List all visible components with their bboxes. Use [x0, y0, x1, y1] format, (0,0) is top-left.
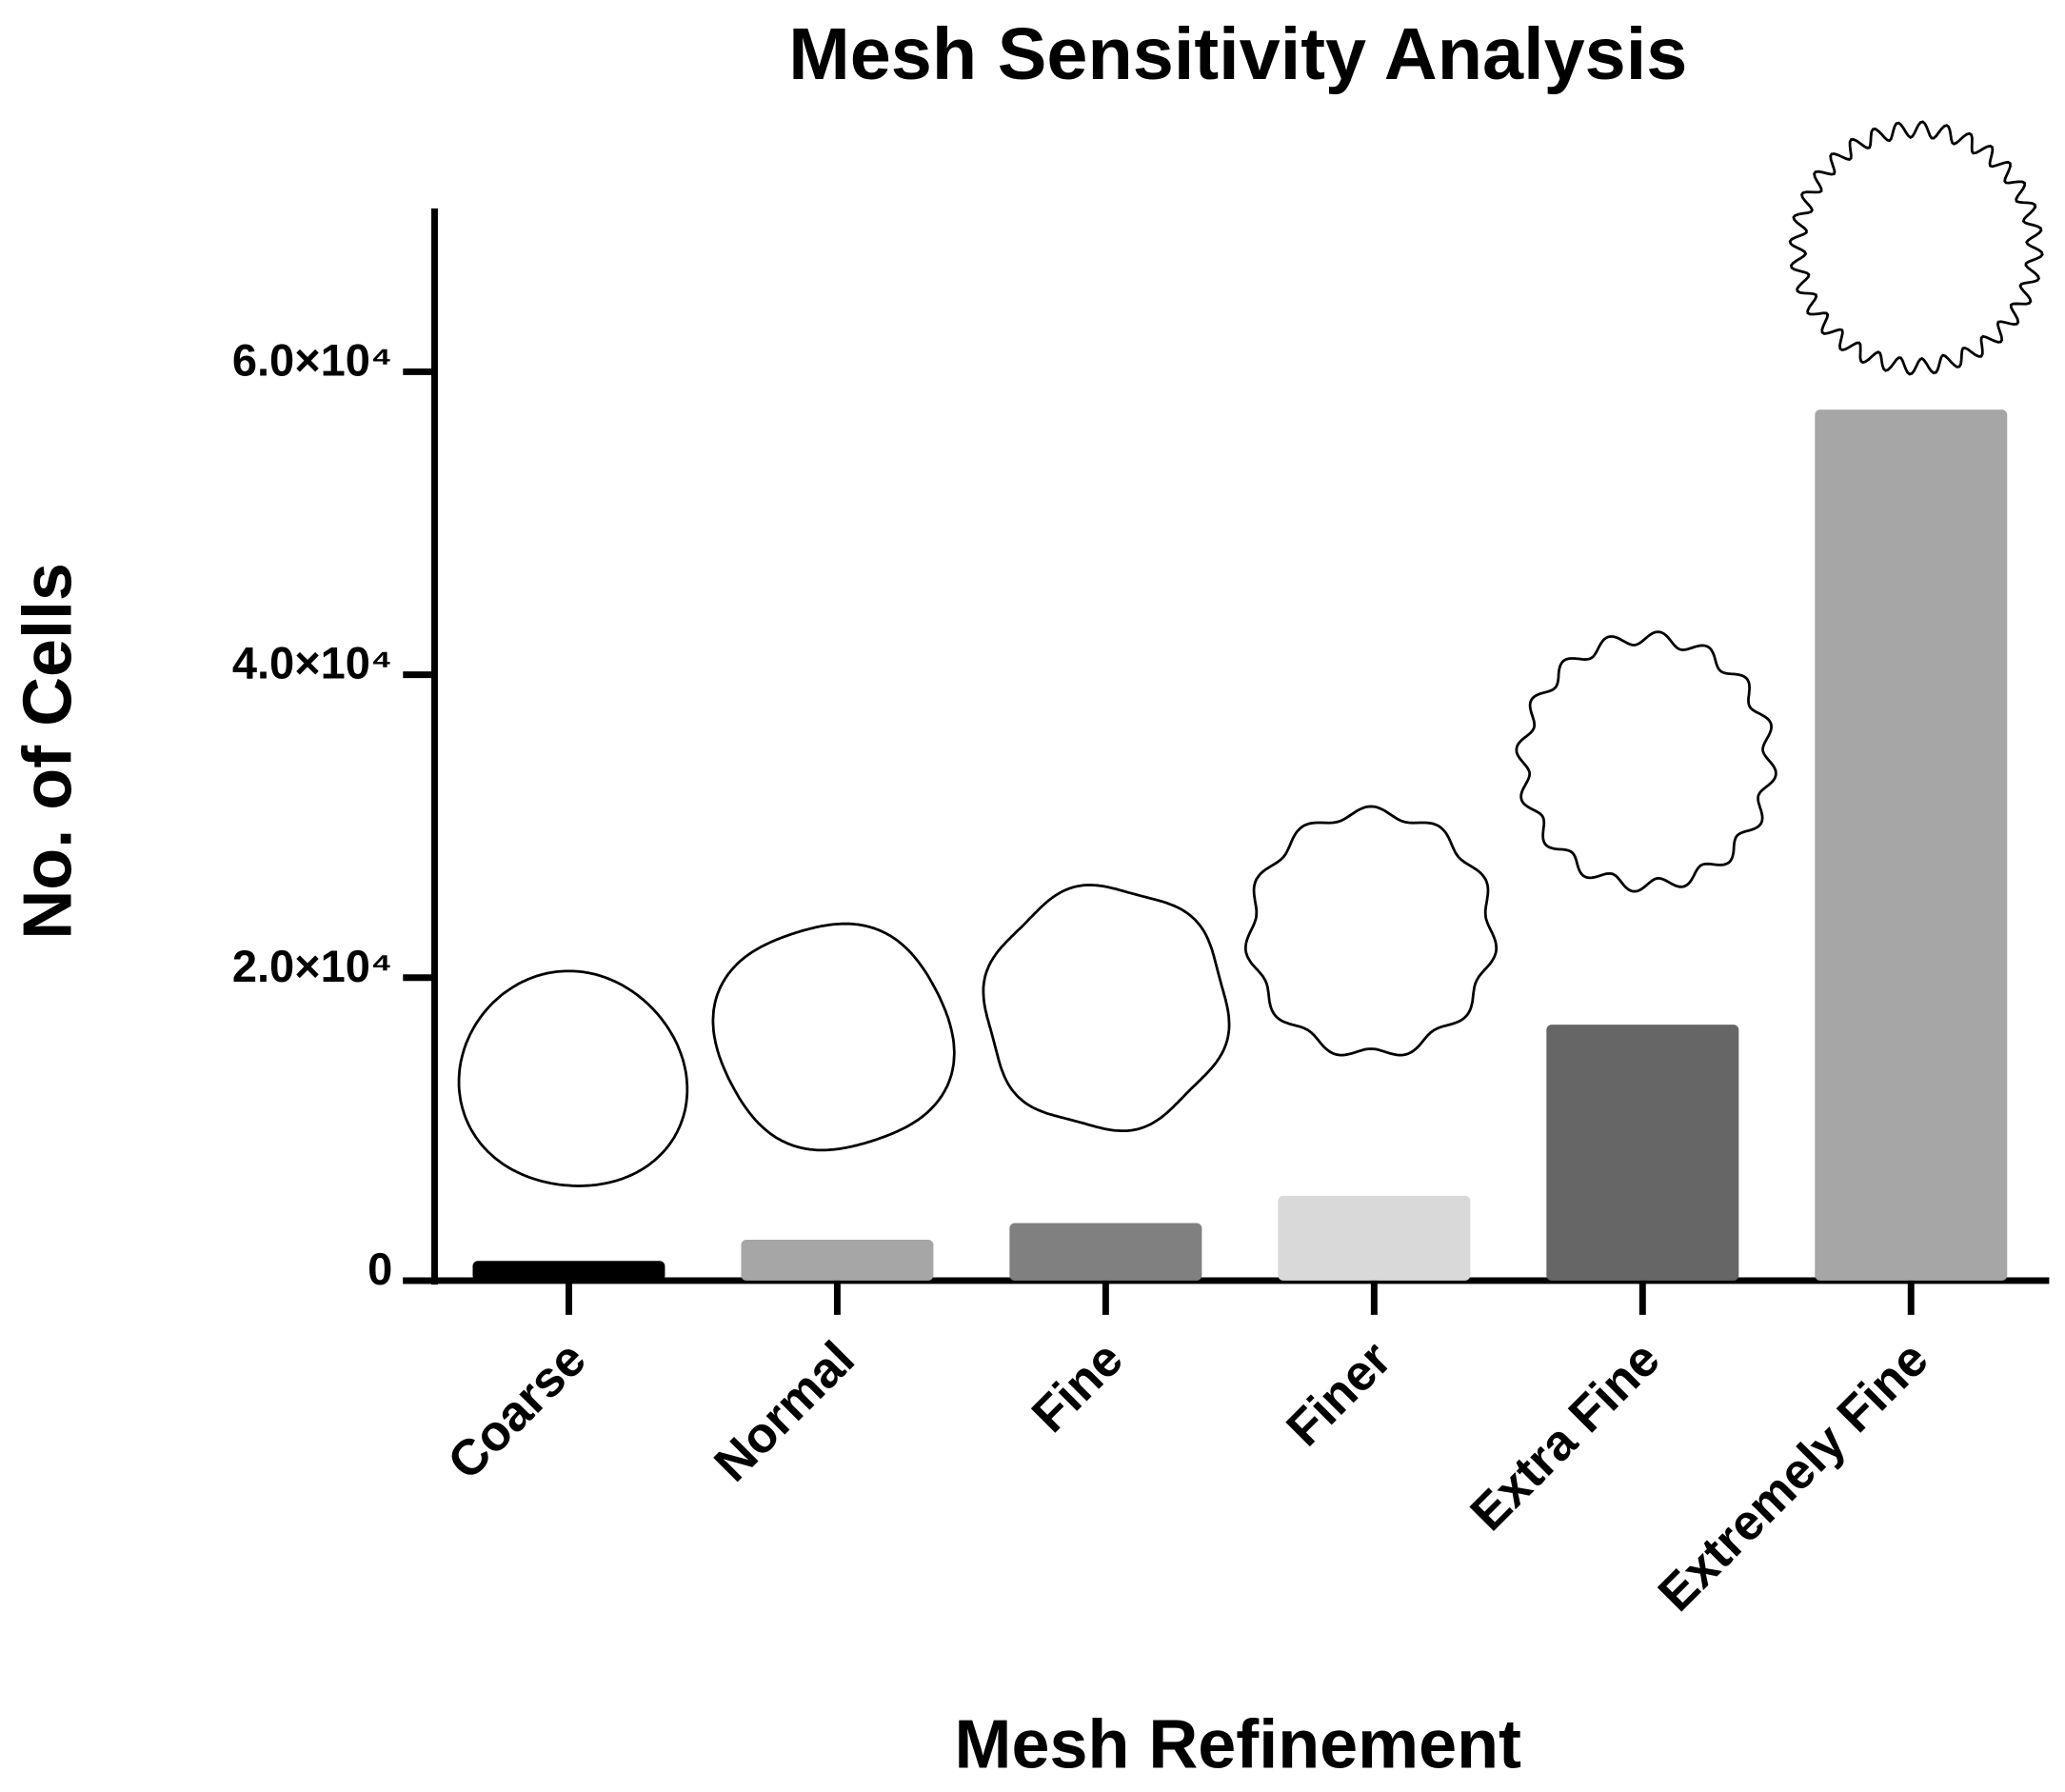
y-tick-label: 4.0×10⁴	[232, 638, 392, 688]
bar	[1546, 1025, 1739, 1281]
mesh-outline	[1788, 120, 2044, 376]
mesh-outline	[711, 922, 956, 1152]
x-tick-label: Fine	[1022, 1331, 1134, 1444]
x-tick-label: Normal	[704, 1331, 865, 1493]
x-tick-label: Finer	[1276, 1331, 1402, 1458]
x-tick-label: Extra Fine	[1459, 1331, 1670, 1542]
x-tick-label: Extremely Fine	[1648, 1331, 1939, 1623]
mesh-outline	[457, 969, 689, 1187]
y-tick-label: 2.0×10⁴	[232, 941, 392, 991]
y-axis-title: No. of Cells	[10, 563, 86, 940]
bar	[741, 1239, 934, 1281]
bar	[1278, 1195, 1471, 1281]
bar	[1815, 409, 2008, 1281]
mesh-outline	[1515, 630, 1777, 893]
mesh-outline	[982, 884, 1231, 1133]
x-tick-label: Coarse	[437, 1331, 597, 1491]
x-axis-title: Mesh Refinement	[955, 1706, 1522, 1782]
mesh-outline	[1243, 805, 1499, 1057]
bar	[1009, 1223, 1202, 1281]
chart-title: Mesh Sensitivity Analysis	[788, 13, 1687, 95]
y-tick-label: 6.0×10⁴	[232, 335, 392, 386]
bar	[472, 1261, 665, 1281]
y-tick-label: 0	[367, 1244, 392, 1294]
